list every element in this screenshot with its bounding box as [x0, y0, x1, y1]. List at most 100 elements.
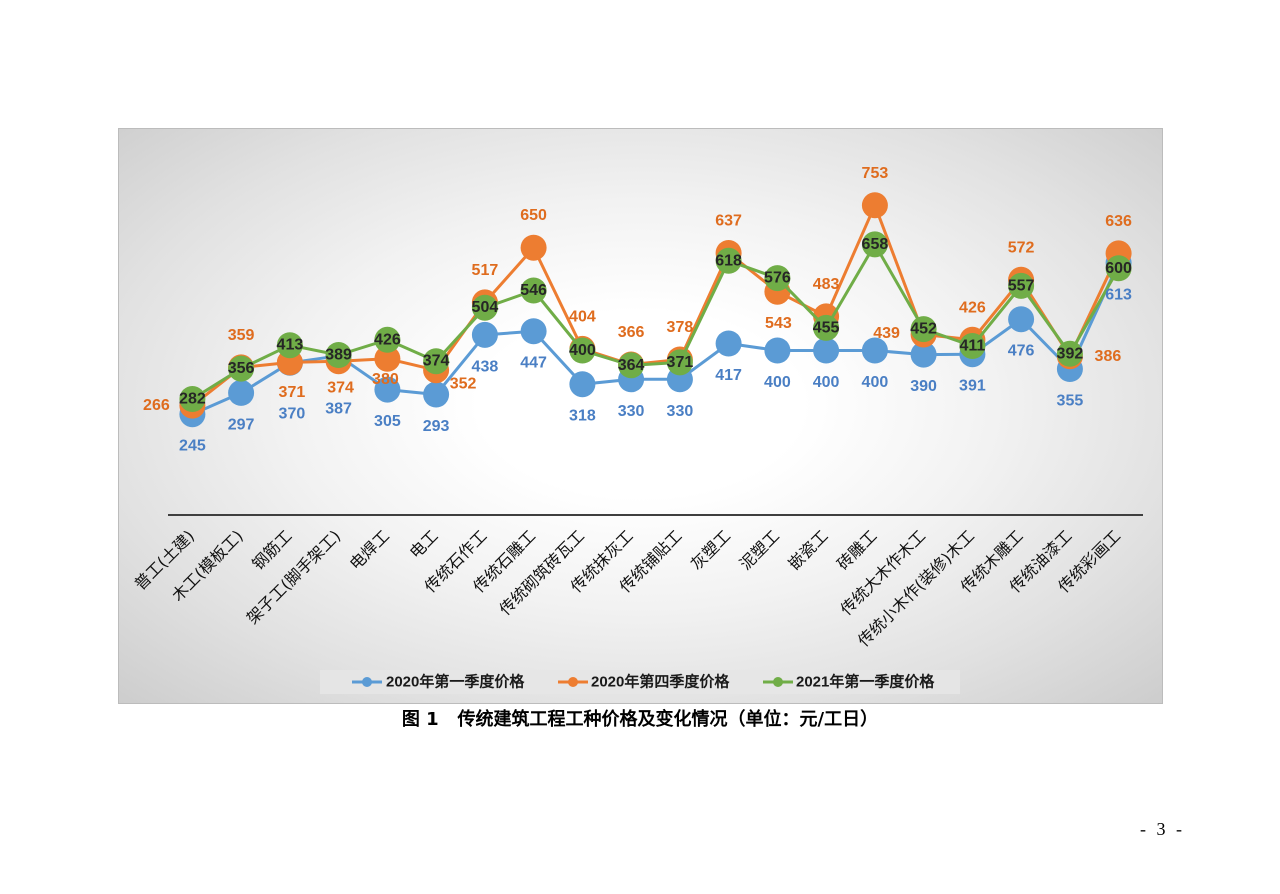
series-2-data-label-19: 386	[1095, 348, 1122, 365]
series-1-point-8	[520, 318, 547, 345]
series-2-data-label-4: 374	[327, 380, 354, 397]
series-3-data-label-8: 546	[520, 282, 547, 299]
legend-label-2021-q1: 2021年第一季度价格	[796, 673, 935, 691]
series-2-data-label-18: 572	[1008, 239, 1035, 256]
series-1-data-label-17: 391	[959, 378, 986, 395]
series-3-point-6	[423, 348, 450, 375]
series-3-data-label-19: 392	[1057, 345, 1084, 362]
series-3-point-15	[861, 231, 888, 258]
series-1-point-18	[1008, 306, 1035, 333]
series-1-data-label-18: 476	[1008, 343, 1035, 360]
series-1-data-label-16: 390	[910, 378, 937, 395]
series-3-data-label-12: 618	[715, 252, 742, 269]
legend-marker-2020-q1	[362, 677, 372, 687]
series-3-data-label-1: 282	[179, 391, 206, 408]
series-2-point-8	[520, 234, 547, 261]
series-1-point-13	[764, 337, 791, 364]
series-1-data-label-9: 318	[569, 408, 596, 425]
category-label-13: 泥塑工	[736, 526, 783, 573]
series-1-data-label-7: 438	[472, 358, 499, 375]
legend-marker-2020-q4	[568, 677, 578, 687]
series-2-data-label-2: 359	[228, 327, 255, 344]
series-3-point-8	[520, 277, 547, 304]
series-1-point-12	[715, 330, 742, 357]
series-2-data-label-10: 366	[618, 324, 645, 341]
series-2-data-label-20: 636	[1105, 213, 1132, 230]
legend-item-2020-q4: 2020年第四季度价格	[558, 673, 730, 691]
series-1-point-15	[861, 337, 888, 364]
series-2-data-label-17: 426	[959, 299, 986, 316]
series-1-point-5	[374, 376, 401, 403]
category-label-3: 钢筋工	[248, 526, 295, 573]
category-label-14: 嵌瓷工	[784, 526, 831, 573]
series-3-line	[191, 242, 1120, 401]
series-3-data-label-20: 600	[1105, 260, 1132, 277]
series-3-data-label-13: 576	[764, 270, 791, 287]
series-3-data-label-14: 455	[813, 319, 840, 336]
series-1-data-label-19: 355	[1057, 393, 1084, 410]
series-2-data-label-1: 266	[143, 397, 170, 414]
category-label-5: 电焊工	[346, 526, 393, 573]
series-2-data-label-13: 543	[765, 315, 792, 332]
series-3-data-label-9: 400	[569, 342, 596, 359]
series-2-data-label-15: 753	[862, 165, 889, 182]
series-1-data-label-6: 293	[423, 418, 450, 435]
series-1-data-label-13: 400	[764, 374, 791, 391]
series-2-data-label-5: 380	[372, 371, 399, 388]
series-3-data-label-5: 426	[374, 331, 401, 348]
legend-item-2020-q1: 2020年第一季度价格	[352, 673, 525, 691]
series-1-data-label-11: 330	[667, 403, 694, 420]
series-3-data-label-16: 452	[910, 321, 937, 338]
series-1-point-2	[228, 379, 255, 406]
series-2-data-label-16: 439	[873, 325, 900, 342]
legend-marker-2021-q1	[773, 677, 783, 687]
series-1-point-6	[423, 381, 450, 408]
series-2-point-5	[374, 345, 401, 372]
series-3-point-10	[618, 352, 645, 379]
category-label-6: 电工	[406, 526, 442, 562]
chart-legend: 2020年第一季度价格 2020年第四季度价格 2021年第一季度价格	[320, 670, 960, 694]
series-3-point-4	[325, 342, 352, 368]
series-1-data-label-20: 613	[1105, 286, 1132, 303]
series-3-point-12	[715, 247, 742, 274]
series-3-point-20	[1105, 255, 1132, 282]
category-label-15: 砖雕工	[833, 526, 880, 573]
legend-label-2020-q4: 2020年第四季度价格	[591, 673, 730, 691]
series-3-point-11	[666, 349, 693, 376]
data-labels-layer: 245 297 370 387 305 293 438 447 318 330 330 417 400 4…	[143, 165, 1132, 455]
series-1-data-label-4: 387	[325, 400, 352, 417]
line-chart: 普工(土建) 木工(模板工) 钢筋工 架子工(脚手架工) 电焊工 电工 传统石作工 传统石雕工…	[118, 128, 1163, 704]
category-label-9: 传统砌筑砖瓦工	[495, 526, 588, 619]
series-3-data-label-2: 356	[228, 360, 255, 377]
series-2-point-15	[861, 192, 888, 219]
series-2-data-label-3: 371	[279, 384, 306, 401]
series-3-point-9	[569, 337, 596, 364]
legend-background	[320, 670, 960, 694]
series-1-group	[179, 249, 1132, 428]
series-3-point-7	[471, 294, 498, 321]
series-2-data-label-8: 650	[520, 207, 547, 224]
series-1-data-label-15: 400	[862, 374, 889, 391]
series-3-data-label-17: 411	[959, 338, 985, 355]
series-3-data-label-15: 658	[862, 236, 889, 253]
series-3-data-label-11: 371	[667, 354, 694, 371]
series-1-data-label-1: 245	[179, 438, 206, 455]
figure-caption: 图 1 传统建筑工程工种价格及变化情况（单位：元/工日）	[401, 709, 879, 730]
category-label-12: 灰塑工	[687, 526, 734, 573]
series-1-data-label-8: 447	[520, 355, 547, 372]
series-3-point-17	[959, 333, 986, 359]
series-1-point-16	[910, 341, 937, 368]
series-3-data-label-18: 557	[1008, 277, 1035, 294]
series-3-point-18	[1008, 272, 1035, 299]
page-number: - 3 -	[1140, 819, 1185, 839]
series-1-data-label-14: 400	[813, 374, 840, 391]
series-2-data-label-14: 483	[813, 276, 840, 293]
series-1-point-14	[813, 337, 840, 364]
series-3-point-14	[813, 314, 840, 341]
series-2-group	[179, 192, 1132, 419]
series-1-point-7	[471, 321, 498, 348]
legend-label-2020-q1: 2020年第一季度价格	[386, 673, 525, 691]
